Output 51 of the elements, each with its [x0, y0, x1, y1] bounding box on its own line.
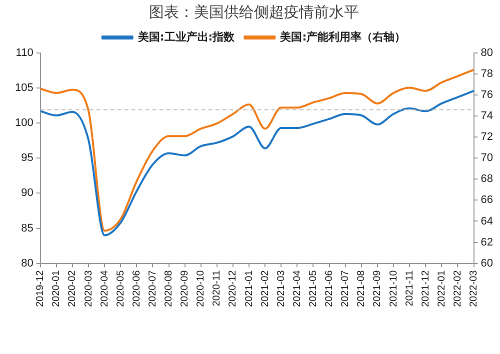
x-tick-label: 2021-02	[260, 270, 271, 308]
x-tick-label: 2021-08	[356, 270, 368, 308]
y2-tick-label: 60	[480, 257, 494, 270]
y2-tick-label: 66	[480, 194, 494, 206]
x-tick-label: 2020-02	[67, 270, 78, 308]
x-tick-label: 2020-01	[51, 270, 62, 308]
x-tick-label: 2020-05	[115, 270, 126, 308]
y2-tick-label: 64	[480, 215, 494, 228]
x-tick-label: 2020-12	[228, 270, 239, 308]
x-tick-label: 2020-11	[212, 270, 223, 306]
line-series	[39, 68, 475, 232]
x-tick-label: 2021-03	[276, 270, 287, 308]
x-tick-label: 2020-07	[147, 270, 158, 308]
x-tick-label: 2020-06	[131, 270, 142, 308]
x-tick-label: 2020-09	[180, 270, 191, 308]
x-tick-label: 2022-02	[452, 270, 464, 308]
x-tick-label: 2021-04	[292, 270, 303, 308]
x-tick-label: 2021-05	[308, 270, 319, 308]
x-tick-label: 2020-03	[83, 270, 94, 308]
y-tick-label: 105	[14, 82, 34, 94]
y2-tick-label: 68	[480, 173, 494, 186]
x-tick-label: 2021-07	[340, 270, 352, 308]
y-tick-label: 85	[21, 222, 34, 234]
y2-tick-label: 74	[480, 110, 494, 122]
x-tick-label: 2021-11	[404, 270, 416, 306]
chart-title: 图表：美国供给侧超疫情前水平	[149, 2, 359, 21]
y2-tick-label: 76	[480, 89, 494, 102]
x-tick-label: 2021-01	[244, 270, 255, 308]
x-tick-label: 2020-08	[164, 270, 175, 308]
y2-tick-label: 70	[480, 152, 494, 164]
y-tick-label: 80	[21, 257, 34, 270]
y2-tick-label: 72	[480, 131, 494, 144]
line-series	[39, 90, 475, 236]
x-tick-label: 2021-06	[324, 270, 336, 308]
x-tick-label: 2019-12	[35, 270, 46, 308]
y2-tick-label: 78	[480, 68, 494, 80]
y-tick-label: 110	[16, 47, 34, 60]
x-tick-label: 2020-04	[99, 270, 110, 308]
x-tick-label: 2021-10	[388, 270, 400, 308]
x-tick-label: 2022-01	[436, 270, 448, 308]
x-tick-label: 2022-03	[468, 270, 480, 308]
y-tick-label: 90	[21, 187, 34, 200]
x-tick-label: 2020-10	[196, 270, 207, 308]
legend-label: 美国:工业产出:指数	[136, 30, 236, 44]
y-tick-label: 100	[14, 117, 34, 130]
legend-label: 美国:产能利用率（右轴）	[279, 30, 406, 44]
y2-tick-label: 62	[480, 236, 494, 248]
x-tick-label: 2021-12	[420, 270, 432, 308]
x-tick-label: 2021-09	[372, 270, 384, 308]
y2-tick-label: 80	[480, 47, 494, 60]
y-tick-label: 95	[21, 152, 34, 164]
